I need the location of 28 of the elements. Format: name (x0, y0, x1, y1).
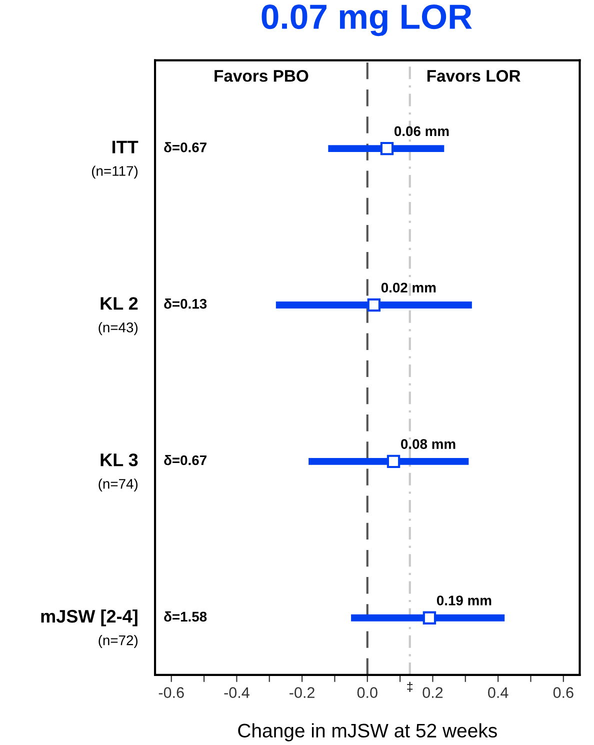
data-label: 0.02 mm (381, 282, 436, 293)
point (386, 454, 400, 468)
x-tick-label: -0.4 (224, 687, 250, 698)
x-tick-label: -0.2 (290, 687, 314, 698)
x-tick-label: 0.4 (488, 687, 508, 698)
annotation: Favors LOR (427, 70, 520, 82)
y-tick-label: KL 3 (n=74) (98, 454, 138, 492)
x-tick-label: -0.6 (158, 687, 184, 698)
x-tick-label: 0.6 (553, 687, 574, 698)
annotation: δ=0.67 (164, 142, 206, 152)
x-axis-title: Change in mJSW at 52 weeks (238, 723, 497, 742)
y-tick-label: ITT (n=117) (92, 140, 138, 179)
point (380, 142, 394, 156)
text: ‡ (407, 682, 412, 692)
x-tick-label: 0.2 (422, 687, 443, 698)
annotation: δ=0.67 (164, 454, 206, 466)
annotation: Favors PBO (214, 70, 308, 82)
point (422, 611, 436, 624)
data-label: 0.08 mm (401, 439, 456, 449)
data-label: 0.06 mm (394, 126, 449, 136)
data-label: 0.19 mm (436, 596, 492, 606)
y-tick-label: KL 2 (n=43) (98, 297, 138, 336)
annotation: δ=1.58 (164, 611, 207, 622)
point (367, 298, 381, 312)
y-tick-label: mJSW [2-4] (n=72) (41, 609, 138, 648)
x-tick-label: 0.0 (357, 687, 378, 698)
chart-title: 0.07 mg LOR (262, 4, 472, 36)
annotation: δ=0.13 (164, 298, 207, 309)
